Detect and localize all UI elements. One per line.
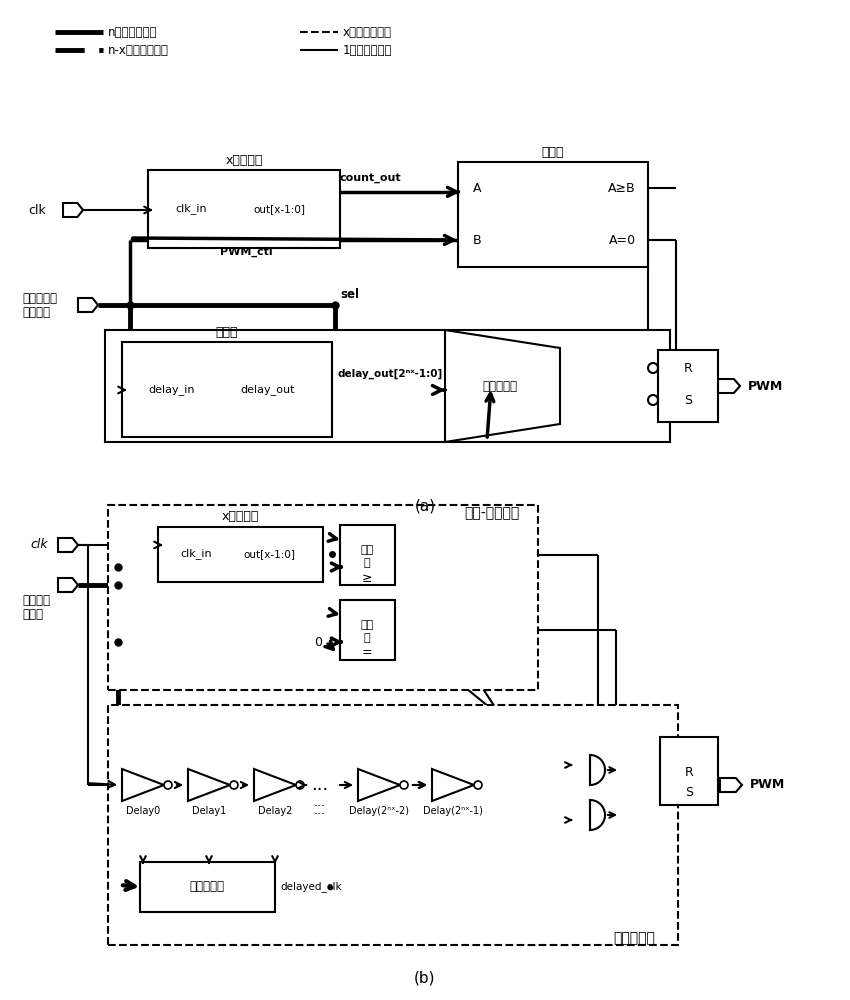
Text: delay_in: delay_in [148, 385, 195, 395]
Text: 控制信号: 控制信号 [22, 306, 50, 318]
Text: Delay(2ⁿˣ-1): Delay(2ⁿˣ-1) [423, 806, 483, 816]
Text: 计数-比较电路: 计数-比较电路 [465, 506, 520, 520]
Bar [140, 862, 275, 912]
Text: count_out: count_out [339, 173, 401, 183]
Text: ...: ... [314, 804, 326, 818]
Text: delayed_clk: delayed_clk [280, 882, 342, 892]
Text: 制信号: 制信号 [22, 607, 43, 620]
Text: 多路选择器: 多路选择器 [483, 379, 518, 392]
Text: 延时线: 延时线 [216, 326, 238, 338]
Bar [122, 342, 332, 437]
Bar [458, 162, 648, 267]
Text: S: S [685, 786, 693, 798]
Text: x位计数器: x位计数器 [225, 153, 263, 166]
Bar [105, 330, 670, 442]
Text: A: A [473, 182, 481, 194]
Text: out[x-1:0]: out[x-1:0] [243, 549, 295, 559]
Bar [158, 527, 323, 582]
Text: Delay0: Delay0 [126, 806, 160, 816]
Text: clk_in: clk_in [180, 549, 212, 559]
Text: R: R [683, 361, 693, 374]
Text: 器: 器 [364, 633, 371, 643]
Text: Delay2: Delay2 [258, 806, 292, 816]
Bar [108, 505, 538, 690]
Bar [108, 705, 678, 945]
Text: S: S [684, 393, 692, 406]
Text: (a): (a) [415, 498, 435, 514]
Text: sel: sel [340, 288, 359, 300]
Bar [660, 737, 718, 805]
Text: delay_out[2ⁿˣ-1:0]: delay_out[2ⁿˣ-1:0] [337, 369, 443, 379]
Text: B: B [473, 233, 482, 246]
Text: PWM: PWM [750, 778, 785, 792]
Text: ≥: ≥ [362, 572, 372, 584]
Text: n位数据信号线: n位数据信号线 [108, 25, 157, 38]
Text: ...: ... [311, 776, 329, 794]
Text: 比较: 比较 [360, 620, 374, 630]
Text: clk: clk [30, 538, 48, 552]
Text: (b): (b) [414, 970, 436, 986]
Text: ...: ... [314, 796, 326, 810]
Text: =: = [362, 647, 372, 660]
Bar [340, 525, 395, 585]
Text: n-x位数据信号线: n-x位数据信号线 [108, 43, 169, 56]
Text: delay_out: delay_out [241, 385, 295, 395]
Text: clk: clk [28, 204, 46, 217]
Text: PWM_ctl: PWM_ctl [220, 247, 273, 257]
Text: PWM: PWM [748, 379, 783, 392]
Text: 比较器: 比较器 [541, 145, 564, 158]
Text: A=0: A=0 [609, 233, 636, 246]
Text: 占空比大小: 占空比大小 [22, 292, 57, 304]
Text: x位数据信号线: x位数据信号线 [343, 25, 392, 38]
Bar [658, 350, 718, 422]
Text: x位计数器: x位计数器 [221, 510, 258, 524]
Text: 器: 器 [364, 558, 371, 568]
Text: 比较: 比较 [360, 545, 374, 555]
Text: R: R [684, 766, 694, 778]
Text: 0: 0 [314, 636, 322, 648]
Text: Delay1: Delay1 [192, 806, 226, 816]
Text: 延迟线电路: 延迟线电路 [613, 931, 655, 945]
Text: A≥B: A≥B [609, 182, 636, 194]
Text: Delay(2ⁿˣ-2): Delay(2ⁿˣ-2) [349, 806, 409, 816]
Text: 多路选择器: 多路选择器 [190, 880, 224, 894]
Bar [340, 600, 395, 660]
Text: 占空比控: 占空比控 [22, 593, 50, 606]
Text: out[x-1:0]: out[x-1:0] [253, 204, 305, 214]
Text: clk_in: clk_in [175, 204, 207, 214]
Bar [148, 170, 340, 248]
Text: 1位数据信号线: 1位数据信号线 [343, 43, 393, 56]
